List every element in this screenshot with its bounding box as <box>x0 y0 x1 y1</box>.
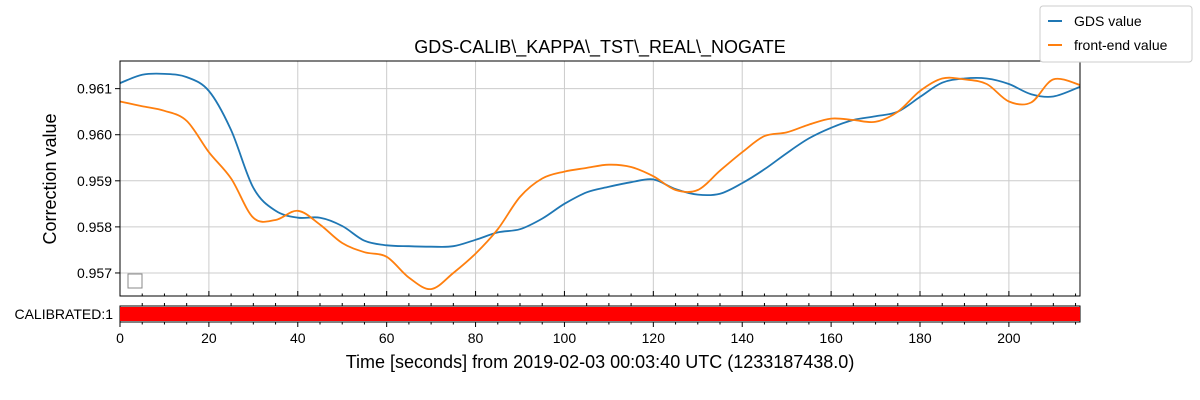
x-tick-label: 60 <box>379 330 395 346</box>
x-tick-label: 80 <box>468 330 484 346</box>
series-line-1 <box>119 76 1081 291</box>
y-tick-label: 0.959 <box>77 173 112 189</box>
x-tick-label: 120 <box>642 330 666 346</box>
x-tick-label: 40 <box>290 330 306 346</box>
x-tick-label: 160 <box>819 330 843 346</box>
legend-frame <box>1039 5 1193 63</box>
x-axis-label: Time [seconds] from 2019-02-03 00:03:40 … <box>346 352 855 372</box>
legend-label-gds-value: GDS value <box>1074 13 1142 29</box>
y-tick-label: 0.957 <box>77 265 112 281</box>
empty-legend-marker <box>127 273 143 289</box>
x-tick-label: 180 <box>908 330 932 346</box>
y-tick-label: 0.960 <box>77 127 112 143</box>
segment-bar-area <box>119 305 1081 323</box>
x-tick-label: 200 <box>997 330 1021 346</box>
legend-label-front-end-value: front-end value <box>1074 37 1168 53</box>
plot-frame <box>119 60 1081 297</box>
x-tick-label: 100 <box>553 330 577 346</box>
x-axis: 0 20 40 60 80 100 120 140 160 180 200 <box>116 291 1077 346</box>
x-tick-label: 140 <box>731 330 755 346</box>
plot-area <box>120 61 1080 296</box>
chart-title: GDS-CALIB\_KAPPA\_TST\_REAL\_NOGATE <box>414 37 785 58</box>
y-axis: 0.957 0.958 0.959 0.960 0.961 <box>77 81 120 281</box>
series-layer <box>119 72 1081 291</box>
y-tick-label: 0.958 <box>77 219 112 235</box>
legend: GDS value front-end value <box>1039 5 1193 63</box>
y-axis-label: Correction value <box>40 113 60 244</box>
x-tick-label: 0 <box>116 330 124 346</box>
y-tick-label: 0.961 <box>77 81 112 97</box>
series-line-0 <box>119 72 1081 248</box>
segment-bar-label: CALIBRATED:1 <box>14 306 113 322</box>
segment-bar-segment <box>120 307 1080 321</box>
x-tick-label: 20 <box>201 330 217 346</box>
plot-background <box>120 61 1080 296</box>
